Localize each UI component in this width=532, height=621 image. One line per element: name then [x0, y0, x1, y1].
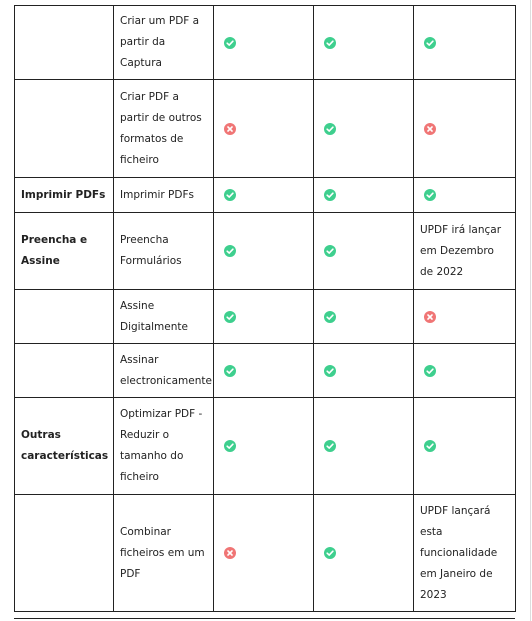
cell: [313, 79, 414, 178]
feature: Criar um PDF a partir da Captura: [113, 5, 214, 80]
cell: [213, 397, 314, 495]
check-icon: [424, 37, 436, 49]
cell: [313, 289, 414, 344]
row: Imprimir PDFs Imprimir PDFs: [14, 177, 516, 213]
cell: [413, 5, 516, 80]
cell: [413, 289, 516, 344]
cell: [14, 79, 114, 178]
cell: [14, 5, 114, 80]
note: UPDF lançará esta funcionalidade em Jane…: [413, 494, 516, 612]
cross-icon: [224, 547, 236, 559]
check-icon: [324, 365, 336, 377]
feature: Assinar electronicamente: [113, 343, 214, 398]
check-icon: [324, 37, 336, 49]
cell: [14, 289, 114, 344]
category: Imprimir PDFs: [14, 177, 114, 213]
check-icon: [224, 189, 236, 201]
feature: Criar PDF a partir de outros formatos de…: [113, 79, 214, 178]
cell: [213, 5, 314, 80]
cell: [213, 79, 314, 178]
check-icon: [324, 311, 336, 323]
check-icon: [424, 189, 436, 201]
row: Criar PDF a partir de outros formatos de…: [14, 79, 516, 178]
feature: Combinar ficheiros em um PDF: [113, 494, 214, 612]
edge: [530, 0, 531, 621]
row: Assinar electronicamente: [14, 343, 516, 398]
check-icon: [424, 365, 436, 377]
cell: [313, 397, 414, 495]
row: Outras características Optimizar PDF - R…: [14, 397, 516, 495]
comparison-table: Criar um PDF a partir da Captura Criar P…: [14, 5, 516, 612]
cell: [313, 212, 414, 290]
cross-icon: [224, 123, 236, 135]
check-icon: [324, 245, 336, 257]
cell: [313, 494, 414, 612]
cell: [14, 494, 114, 612]
row: Preencha e Assine Preencha Formulários U…: [14, 212, 516, 290]
check-icon: [224, 440, 236, 452]
feature: Imprimir PDFs: [113, 177, 214, 213]
check-icon: [224, 365, 236, 377]
check-icon: [324, 123, 336, 135]
feature: Assine Digitalmente: [113, 289, 214, 344]
feature: Optimizar PDF - Reduzir o tamanho do fic…: [113, 397, 214, 495]
category: Preencha e Assine: [14, 212, 114, 290]
cross-icon: [424, 123, 436, 135]
cell: [313, 5, 414, 80]
check-icon: [224, 245, 236, 257]
cell: [213, 177, 314, 213]
cell: [413, 397, 516, 495]
cell: [213, 212, 314, 290]
cell: [213, 289, 314, 344]
note: UPDF irá lançar em Dezembro de 2022: [413, 212, 516, 290]
cell: [213, 343, 314, 398]
cell: [413, 79, 516, 178]
cell: [213, 494, 314, 612]
cell: [413, 177, 516, 213]
category: Outras características: [14, 397, 114, 495]
check-icon: [324, 440, 336, 452]
check-icon: [224, 37, 236, 49]
cell: [413, 343, 516, 398]
row: Criar um PDF a partir da Captura: [14, 5, 516, 80]
feature: Preencha Formulários: [113, 212, 214, 290]
check-icon: [424, 440, 436, 452]
cell: [313, 177, 414, 213]
cell: [14, 343, 114, 398]
check-icon: [224, 311, 236, 323]
bottom-rule: [14, 618, 515, 619]
check-icon: [324, 189, 336, 201]
row: Assine Digitalmente: [14, 289, 516, 344]
cross-icon: [424, 311, 436, 323]
cell: [313, 343, 414, 398]
row: Combinar ficheiros em um PDF UPDF lançar…: [14, 494, 516, 612]
check-icon: [324, 547, 336, 559]
